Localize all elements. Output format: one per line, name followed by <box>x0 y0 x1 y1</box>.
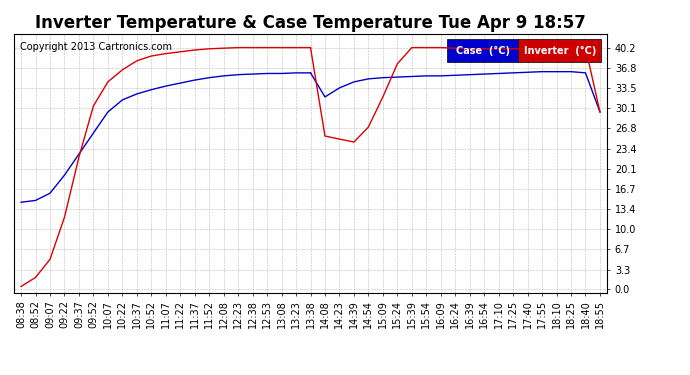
Text: Copyright 2013 Cartronics.com: Copyright 2013 Cartronics.com <box>20 42 172 51</box>
Text: Inverter  (°C): Inverter (°C) <box>524 45 596 56</box>
FancyBboxPatch shape <box>447 39 518 62</box>
FancyBboxPatch shape <box>518 39 601 62</box>
Title: Inverter Temperature & Case Temperature Tue Apr 9 18:57: Inverter Temperature & Case Temperature … <box>35 14 586 32</box>
Text: Case  (°C): Case (°C) <box>455 45 510 56</box>
